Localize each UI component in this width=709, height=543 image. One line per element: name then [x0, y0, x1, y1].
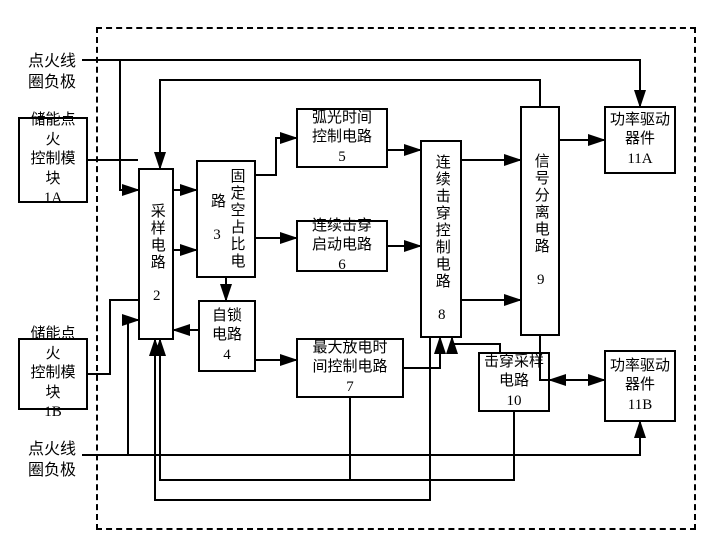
node-8: 连续击穿控制电路 8: [420, 140, 462, 338]
node-2: 采样电路 2: [138, 168, 174, 340]
node-9: 信号分离电路 9: [520, 106, 560, 336]
node-11A: 功率驱动器件11A: [604, 106, 676, 174]
system-boundary: [96, 27, 696, 530]
node-7: 最大放电时间控制电路7: [296, 338, 404, 398]
node-4: 自锁电路4: [198, 300, 256, 372]
node-11B: 功率驱动器件11B: [604, 350, 676, 422]
label-coil-neg-bot: 点火线圈负极: [28, 440, 76, 482]
node-3: 固定空占比电路 3: [196, 160, 256, 278]
node-10: 击穿采样电路10: [478, 352, 550, 412]
label-coil-neg-top: 点火线圈负极: [28, 52, 76, 94]
node-5: 弧光时间控制电路5: [296, 108, 388, 168]
node-6: 连续击穿启动电路6: [296, 220, 388, 272]
node-1A: 储能点火控制模块1A: [18, 117, 88, 203]
node-1B: 储能点火控制模块1B: [18, 338, 88, 410]
